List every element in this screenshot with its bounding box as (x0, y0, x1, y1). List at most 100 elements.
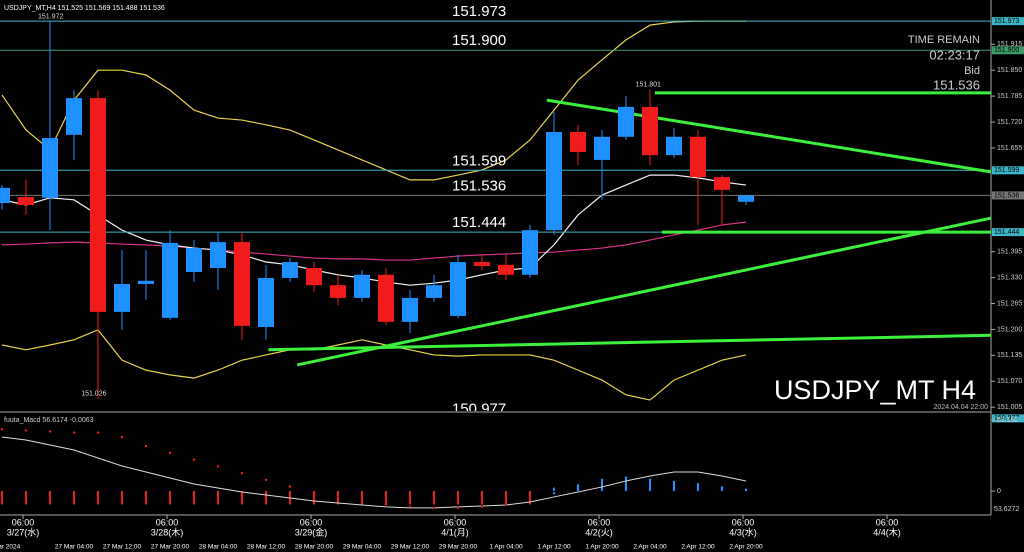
candle-body (570, 132, 586, 152)
candle-body (666, 136, 682, 156)
x-tick-label: 28 Mar 12:00 (247, 544, 286, 551)
macd-histogram-bar (529, 490, 531, 505)
y-tick-label: 151.915 (997, 41, 1022, 48)
macd-dot (72, 431, 76, 434)
jst-time: 06:00 (588, 517, 611, 527)
horizontal-line-label: 150.977 (452, 400, 506, 417)
price-box-label: 151.900 (994, 47, 1019, 54)
y-tick-label: 151.785 (997, 93, 1022, 100)
x-tick-label: 1 Apr 20:00 (585, 544, 619, 551)
macd-histogram-bar (385, 490, 387, 505)
candle-body (354, 274, 370, 298)
price-box-label: 150.977 (994, 415, 1019, 422)
macd-histogram-bar (265, 490, 267, 505)
x-tick-label: 2 Apr 04:00 (633, 544, 667, 551)
candle-body (618, 106, 634, 137)
candle-body (474, 262, 490, 267)
macd-dot (216, 465, 220, 468)
macd-dot (504, 503, 508, 506)
macd-dot (576, 485, 580, 488)
indicator-line (1, 20, 746, 181)
jst-time: 06:00 (732, 517, 755, 527)
trendline (268, 333, 991, 352)
macd-dot (288, 485, 292, 488)
macd-dot (744, 488, 748, 492)
macd-label: fuuta_Macd 56.6174 -0.0063 (4, 417, 94, 424)
x-tick-label: 1 Apr 12:00 (537, 544, 571, 551)
price-box (992, 166, 1024, 175)
price-annotation: 151.801 (636, 82, 661, 89)
macd-dot (456, 506, 460, 510)
bid-value: 151.536 (933, 77, 980, 92)
y-tick-label: 151.395 (997, 249, 1022, 256)
horizontal-line-label: 151.900 (452, 32, 506, 49)
jst-time: 06:00 (444, 517, 467, 527)
macd-dot (48, 430, 52, 433)
macd-dot (0, 428, 4, 431)
jst-date: 3/28(木) (151, 526, 184, 537)
macd-histogram-bar (73, 490, 75, 505)
x-tick-label: 29 Mar 20:00 (439, 544, 478, 551)
x-tick-label: 28 Mar 20:00 (295, 544, 334, 551)
candle-body (642, 106, 658, 156)
y-tick-label: 151.265 (997, 300, 1022, 307)
macd-dot (120, 435, 124, 439)
candle-body (138, 280, 154, 284)
macd-histogram-bar (193, 490, 195, 505)
candle-body (306, 268, 322, 286)
macd-histogram-bar (313, 490, 315, 505)
x-tick-label: 1 Apr 04:00 (489, 544, 523, 551)
candle-body (426, 285, 442, 298)
candle-body (450, 262, 466, 316)
macd-dot (360, 501, 364, 504)
x-tick-label: 2 Apr 20:00 (729, 544, 763, 551)
candle-body (42, 137, 58, 198)
macd-scale-note: 53.6272 (994, 506, 1019, 513)
y-tick-label: 151.070 (997, 378, 1022, 385)
jst-time: 06:00 (12, 517, 35, 527)
jst-date: 3/27(水) (7, 526, 40, 537)
date-stamp: 2024.04.04 22:00 (934, 404, 989, 411)
y-tick-label: 151.655 (997, 145, 1022, 152)
macd-dot (672, 480, 676, 484)
jst-date: 4/2(火) (585, 527, 613, 537)
macd-histogram-bar (97, 490, 99, 505)
macd-dot (384, 503, 388, 506)
macd-histogram-bar (409, 490, 411, 505)
horizontal-line-label: 151.973 (452, 3, 506, 20)
macd-histogram-bar (361, 490, 363, 505)
macd-histogram-bar (673, 482, 675, 491)
candle-body (402, 297, 418, 322)
macd-dot (168, 451, 172, 455)
macd-dot (336, 496, 340, 499)
macd-histogram-bar (433, 490, 435, 505)
x-tick-label: 29 Mar 12:00 (391, 544, 430, 551)
candle-body (162, 242, 178, 318)
macd-histogram-bar (601, 479, 603, 491)
candle-body (114, 283, 130, 312)
candle-body (378, 274, 394, 322)
candle-body (186, 248, 202, 273)
candle-body (234, 242, 250, 326)
horizontal-line-label: 151.444 (452, 214, 506, 231)
macd-histogram-bar (697, 484, 699, 491)
macd-dot (552, 492, 556, 495)
macd-histogram-bar (1, 490, 3, 505)
y-tick-label: 151.135 (997, 352, 1022, 359)
macd-dot (480, 505, 484, 508)
macd-dot (312, 492, 316, 495)
macd-signal-line (1, 436, 747, 509)
price-box-label: 151.444 (994, 229, 1019, 236)
macd-dot (720, 486, 724, 489)
price-box (992, 46, 1024, 55)
macd-dot (408, 505, 412, 508)
macd-histogram-bar (145, 490, 147, 505)
candle-body (690, 136, 706, 178)
macd-dot (240, 471, 244, 475)
price-box (992, 228, 1024, 237)
candle-body (738, 195, 754, 202)
time-remain-label: TIME REMAIN (908, 34, 980, 46)
macd-dot (192, 458, 196, 461)
macd-histogram-bar (649, 479, 651, 491)
